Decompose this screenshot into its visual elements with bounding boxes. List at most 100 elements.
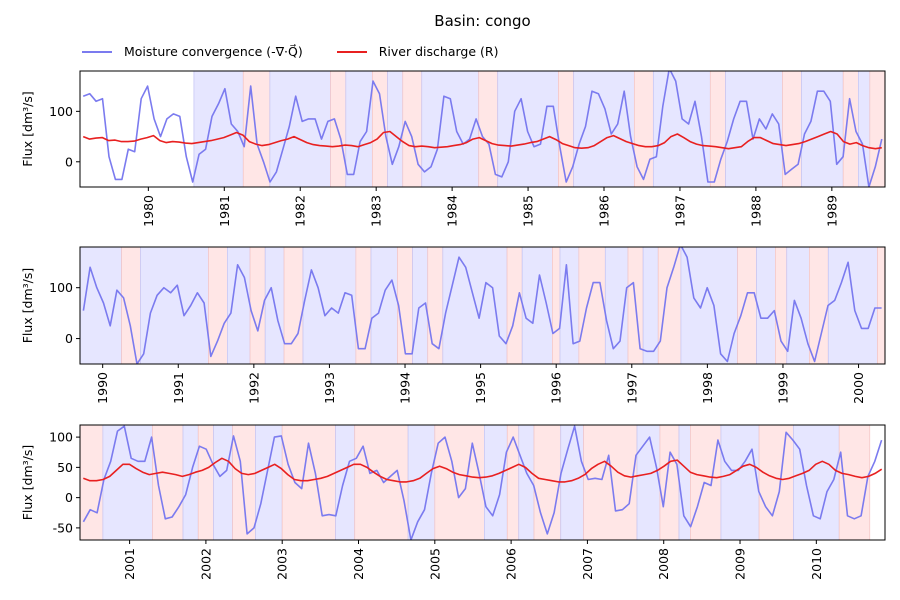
span-pos-0-14 — [652, 70, 711, 188]
span-neg-2-4 — [197, 424, 214, 541]
span-pos-1-2 — [140, 246, 209, 365]
span-pos-1-28 — [786, 246, 810, 365]
axes-frame-2 — [79, 424, 886, 541]
ylabel-2: Flux [dm³/s] — [20, 445, 35, 521]
xtick-label-0-8: 1988 — [748, 195, 763, 227]
xtick-label-1-4: 1994 — [398, 372, 413, 404]
span-pos-2-9 — [335, 424, 356, 541]
span-pos-0-20 — [858, 70, 871, 188]
span-pos-2-5 — [213, 424, 234, 541]
moisture-line-0 — [82, 71, 883, 187]
discharge-line-0 — [82, 130, 882, 150]
chart-title: Basin: congo — [434, 12, 531, 30]
ytick-label-2-0: -50 — [53, 520, 73, 535]
legend-swatch-discharge — [336, 50, 367, 53]
axes-frame-0 — [79, 70, 886, 188]
span-neg-1-3 — [208, 246, 228, 365]
xtick-label-2-4: 2005 — [427, 548, 442, 580]
span-neg-1-25 — [737, 246, 757, 365]
xtick-label-2-8: 2009 — [733, 548, 748, 580]
xtick-label-0-1: 1981 — [217, 195, 232, 227]
ytick-label-0-0: 0 — [65, 154, 73, 169]
xtick-label-0-7: 1987 — [672, 195, 687, 227]
span-neg-1-19 — [578, 246, 606, 365]
span-pos-1-10 — [370, 246, 398, 365]
span-pos-2-3 — [182, 424, 199, 541]
span-neg-0-13 — [633, 70, 654, 188]
xtick-label-1-5: 1995 — [473, 372, 488, 404]
span-pos-2-11 — [407, 424, 436, 541]
span-pos-0-16 — [725, 70, 783, 188]
span-pos-1-4 — [226, 246, 251, 365]
span-pos-0-8 — [421, 70, 480, 188]
xtick-label-2-9: 2010 — [809, 548, 824, 580]
xtick-label-0-3: 1983 — [369, 195, 384, 227]
xtick-label-1-9: 1999 — [775, 372, 790, 404]
ytick-label-2-2: 50 — [57, 460, 73, 475]
span-neg-2-12 — [434, 424, 485, 541]
span-neg-1-23 — [657, 246, 682, 365]
xtick-label-2-1: 2002 — [198, 548, 213, 580]
legend-label-discharge: River discharge (R) — [378, 44, 499, 59]
span-neg-2-20 — [659, 424, 680, 541]
xtick-label-1-10: 2000 — [851, 372, 866, 404]
xtick-label-1-1: 1991 — [171, 372, 186, 404]
xtick-label-1-0: 1990 — [95, 372, 110, 404]
span-pos-1-26 — [756, 246, 776, 365]
span-neg-1-1 — [121, 246, 141, 365]
span-neg-2-0 — [79, 424, 104, 541]
span-neg-2-14 — [506, 424, 520, 541]
span-pos-1-24 — [680, 246, 739, 365]
axes-frame-1 — [79, 246, 886, 365]
xtick-label-1-8: 1998 — [700, 372, 715, 404]
xtick-label-2-0: 2001 — [122, 548, 137, 580]
span-neg-2-8 — [281, 424, 337, 541]
span-pos-0-10 — [497, 70, 559, 188]
span-pos-0-6 — [387, 70, 404, 188]
xtick-label-0-0: 1980 — [141, 195, 156, 227]
span-pos-2-7 — [255, 424, 283, 541]
span-pos-2-23 — [720, 424, 760, 541]
xtick-label-1-3: 1993 — [322, 372, 337, 404]
ylabel-0: Flux [dm³/s] — [20, 91, 35, 167]
xtick-label-0-4: 1984 — [445, 195, 460, 227]
span-pos-1-16 — [521, 246, 553, 365]
span-neg-1-17 — [552, 246, 561, 365]
span-neg-1-7 — [283, 246, 304, 365]
span-pos-1-30 — [827, 246, 878, 365]
span-neg-2-2 — [152, 424, 184, 541]
xtick-label-1-7: 1997 — [624, 372, 639, 404]
ylabel-1: Flux [dm³/s] — [20, 268, 35, 344]
xtick-label-2-6: 2007 — [580, 548, 595, 580]
ytick-label-1-0: 0 — [65, 331, 73, 346]
legend-label-moisture: Moisture convergence (-∇·Q⃗) — [124, 44, 303, 59]
span-neg-0-7 — [402, 70, 423, 188]
moisture-line-2 — [82, 425, 883, 540]
ytick-label-2-1: 0 — [65, 490, 73, 505]
xtick-label-2-5: 2006 — [504, 548, 519, 580]
span-neg-1-15 — [506, 246, 523, 365]
ytick-label-2-3: 100 — [49, 430, 73, 445]
legend-item-discharge: River discharge (R) — [336, 44, 499, 59]
span-neg-2-6 — [232, 424, 256, 541]
span-pos-1-0 — [79, 246, 122, 365]
moisture-line-1 — [82, 247, 882, 364]
xtick-label-0-2: 1982 — [293, 195, 308, 227]
span-pos-1-8 — [302, 246, 357, 365]
xtick-label-2-2: 2003 — [275, 548, 290, 580]
span-pos-2-13 — [484, 424, 508, 541]
xtick-label-0-5: 1985 — [521, 195, 536, 227]
xtick-label-1-6: 1996 — [549, 372, 564, 404]
legend-swatch-moisture — [82, 50, 112, 53]
discharge-line-2 — [83, 457, 883, 483]
span-pos-0-2 — [269, 70, 332, 188]
legend: Moisture convergence (-∇·Q⃗) River disch… — [82, 44, 532, 59]
ytick-label-1-1: 100 — [49, 280, 73, 295]
xtick-label-0-6: 1986 — [597, 195, 612, 227]
span-pos-0-12 — [573, 70, 635, 188]
span-neg-2-18 — [583, 424, 638, 541]
span-pos-2-19 — [636, 424, 661, 541]
legend-item-moisture: Moisture convergence (-∇·Q⃗) — [82, 44, 303, 59]
xtick-label-1-2: 1992 — [246, 372, 261, 404]
